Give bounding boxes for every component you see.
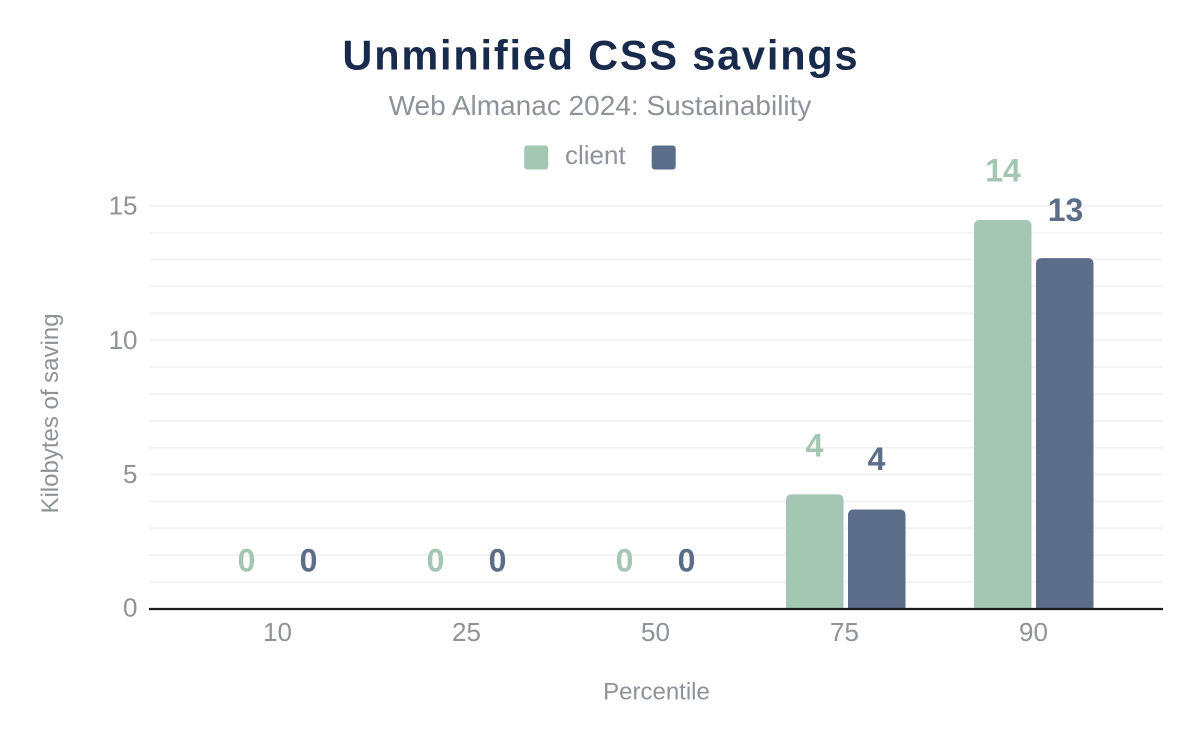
svg-text:0: 0 bbox=[300, 543, 318, 579]
svg-text:0: 0 bbox=[123, 593, 137, 623]
svg-text:4: 4 bbox=[806, 428, 824, 464]
svg-text:75: 75 bbox=[830, 617, 859, 647]
svg-text:Kilobytes of saving: Kilobytes of saving bbox=[37, 313, 64, 513]
svg-text:90: 90 bbox=[1019, 617, 1048, 647]
svg-text:Unminified CSS savings: Unminified CSS savings bbox=[342, 32, 859, 79]
svg-text:50: 50 bbox=[641, 617, 670, 647]
svg-text:13: 13 bbox=[1048, 192, 1084, 228]
svg-text:0: 0 bbox=[489, 543, 507, 579]
svg-text:0: 0 bbox=[616, 543, 634, 579]
svg-text:25: 25 bbox=[452, 617, 481, 647]
svg-text:10: 10 bbox=[263, 617, 292, 647]
svg-text:Web Almanac 2024: Sustainabili: Web Almanac 2024: Sustainability bbox=[389, 90, 812, 121]
svg-text:0: 0 bbox=[678, 543, 696, 579]
svg-text:10: 10 bbox=[109, 325, 138, 355]
svg-text:14: 14 bbox=[985, 153, 1021, 189]
svg-text:Percentile: Percentile bbox=[603, 679, 710, 706]
svg-text:5: 5 bbox=[123, 459, 137, 489]
svg-text:4: 4 bbox=[868, 441, 886, 477]
svg-text:0: 0 bbox=[238, 543, 256, 579]
svg-text:15: 15 bbox=[109, 190, 138, 220]
svg-text:client: client bbox=[565, 140, 626, 170]
svg-text:0: 0 bbox=[427, 543, 445, 579]
